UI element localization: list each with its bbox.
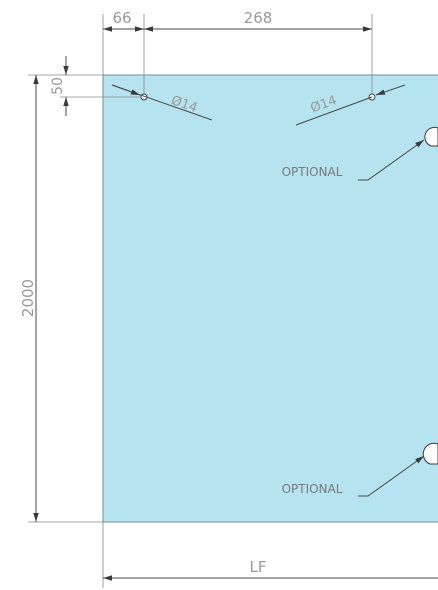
- hole-right-leader: [295, 96, 373, 126]
- optional-fitting-upper: [424, 126, 438, 147]
- dimension-268: 268: [244, 9, 273, 27]
- hole-left-arrow: [111, 84, 141, 96]
- hole-right-arrow: [375, 84, 406, 96]
- dimension-2000: 2000: [19, 279, 37, 317]
- dimension-lf: LF: [250, 558, 267, 576]
- optional-fitting-lower: [422, 442, 438, 465]
- optional-label-lower: OPTIONAL: [282, 482, 343, 496]
- dimension-50: 50: [50, 77, 66, 95]
- optional-label-upper: OPTIONAL: [282, 165, 343, 179]
- dimension-66: 66: [112, 9, 131, 27]
- optional-leader-upper: [358, 139, 425, 181]
- glass-panel: [102, 74, 438, 523]
- optional-leader-lower: [358, 455, 425, 497]
